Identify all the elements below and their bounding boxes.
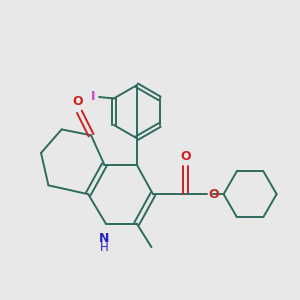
Text: O: O	[73, 95, 83, 108]
Text: H: H	[100, 241, 109, 254]
Text: O: O	[180, 150, 190, 163]
Text: O: O	[208, 188, 219, 201]
Text: N: N	[99, 232, 110, 245]
Text: I: I	[91, 90, 95, 103]
